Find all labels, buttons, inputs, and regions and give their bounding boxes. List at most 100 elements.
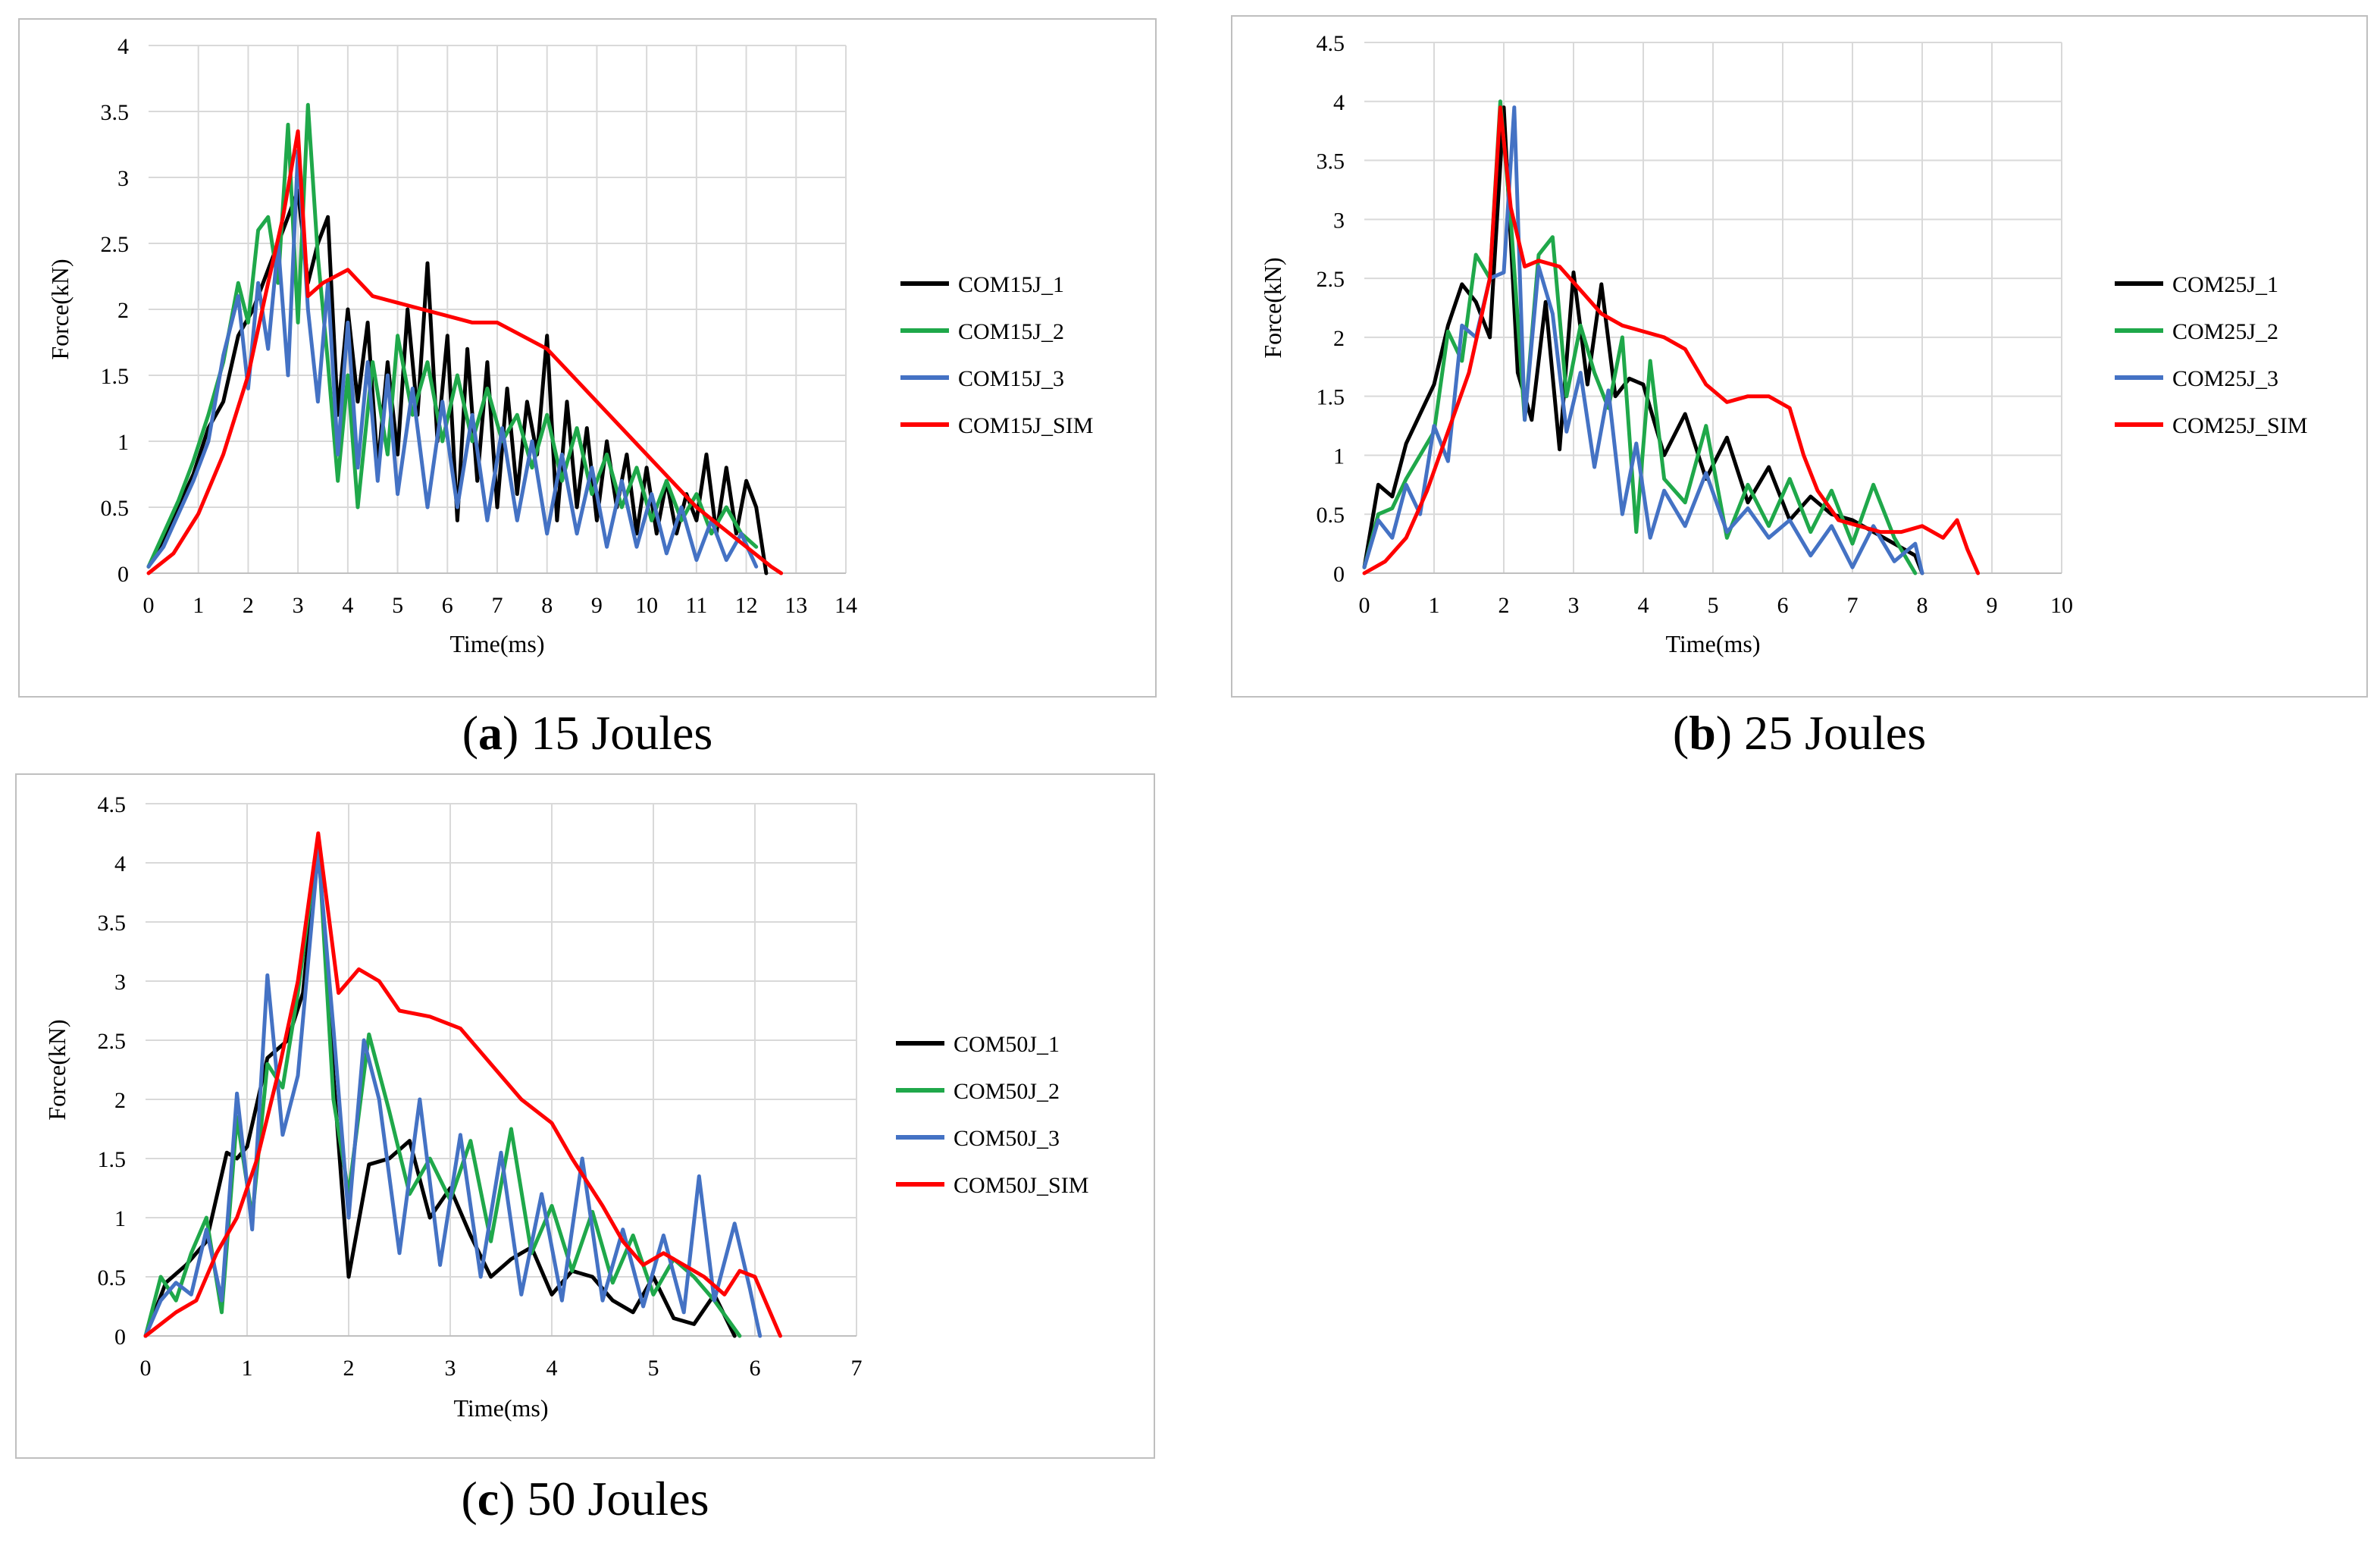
y-tick-label-b: 1 bbox=[1333, 444, 1345, 469]
y-tick-label-b: 0 bbox=[1333, 562, 1345, 587]
x-tick-label-c: 4 bbox=[546, 1356, 558, 1381]
x-axis-title-c: Time(ms) bbox=[453, 1394, 548, 1422]
x-tick-label-b: 10 bbox=[2050, 593, 2073, 618]
y-tick-label-c: 1.5 bbox=[98, 1147, 127, 1172]
legend-label-b-4: COM25J_SIM bbox=[2172, 413, 2307, 438]
caption-c-text: 50 Joules bbox=[527, 1472, 709, 1525]
x-tick-label-a: 7 bbox=[492, 593, 503, 618]
y-tick-label-c: 1 bbox=[114, 1206, 126, 1231]
y-axis-title-c: Force(kN) bbox=[43, 1019, 70, 1120]
caption-a: (a) 15 Joules bbox=[462, 706, 713, 760]
y-tick-label-a: 3 bbox=[117, 166, 129, 191]
legend-label-a-3: COM15J_3 bbox=[958, 366, 1064, 391]
y-tick-label-b: 1.5 bbox=[1317, 385, 1345, 410]
legend-label-a-1: COM15J_1 bbox=[958, 272, 1064, 297]
x-tick-label-c: 5 bbox=[648, 1356, 659, 1381]
y-tick-label-c: 4.5 bbox=[98, 792, 127, 817]
series-line-b-2 bbox=[1362, 99, 1918, 575]
y-tick-label-a: 2.5 bbox=[101, 232, 130, 257]
x-tick-label-a: 6 bbox=[442, 593, 453, 618]
y-tick-label-a: 4 bbox=[117, 34, 129, 59]
y-tick-label-a: 0.5 bbox=[101, 496, 130, 521]
x-tick-label-a: 14 bbox=[835, 593, 857, 618]
x-tick-label-c: 6 bbox=[750, 1356, 761, 1381]
caption-a-letter: a bbox=[478, 706, 503, 760]
series-line-a-2 bbox=[146, 102, 759, 569]
y-tick-label-c: 3 bbox=[114, 970, 126, 995]
legend-label-c-4: COM50J_SIM bbox=[954, 1173, 1088, 1198]
x-tick-label-a: 11 bbox=[685, 593, 707, 618]
y-axis-title-b: Force(kN) bbox=[1259, 257, 1286, 358]
caption-b: (b) 25 Joules bbox=[1672, 706, 1927, 760]
x-tick-label-a: 9 bbox=[591, 593, 603, 618]
x-tick-label-a: 8 bbox=[541, 593, 553, 618]
x-tick-label-a: 12 bbox=[735, 593, 758, 618]
x-tick-label-c: 7 bbox=[851, 1356, 863, 1381]
caption-b-letter: b bbox=[1689, 706, 1716, 760]
series-line-a-3 bbox=[146, 149, 759, 569]
x-tick-label-b: 3 bbox=[1568, 593, 1580, 618]
y-tick-label-b: 3.5 bbox=[1317, 149, 1345, 174]
x-tick-label-b: 1 bbox=[1429, 593, 1440, 618]
y-tick-label-c: 3.5 bbox=[98, 911, 127, 936]
x-tick-label-c: 1 bbox=[242, 1356, 253, 1381]
series-line-b-3 bbox=[1362, 105, 1924, 575]
series-line-a-4 bbox=[146, 129, 784, 575]
x-axis-title-a: Time(ms) bbox=[449, 630, 544, 657]
x-tick-label-b: 6 bbox=[1777, 593, 1789, 618]
y-tick-label-c: 0.5 bbox=[98, 1265, 127, 1290]
x-tick-label-a: 0 bbox=[143, 593, 155, 618]
x-tick-label-a: 1 bbox=[193, 593, 204, 618]
legend-label-b-2: COM25J_2 bbox=[2172, 319, 2278, 344]
y-tick-label-a: 1.5 bbox=[101, 364, 130, 389]
x-tick-label-a: 13 bbox=[784, 593, 807, 618]
chart-panel-c-frame bbox=[15, 773, 1155, 1459]
legend-label-c-1: COM50J_1 bbox=[954, 1032, 1060, 1057]
legend-label-c-2: COM50J_2 bbox=[954, 1079, 1060, 1104]
series-line-b-1 bbox=[1362, 105, 1924, 575]
x-tick-label-b: 7 bbox=[1847, 593, 1859, 618]
x-tick-label-c: 2 bbox=[343, 1356, 355, 1381]
series-line-b-4 bbox=[1362, 105, 1981, 575]
y-tick-label-b: 2 bbox=[1333, 326, 1345, 351]
y-tick-label-b: 0.5 bbox=[1317, 503, 1345, 528]
y-axis-title-a: Force(kN) bbox=[46, 259, 74, 359]
legend-label-c-3: COM50J_3 bbox=[954, 1126, 1060, 1151]
legend-label-a-4: COM15J_SIM bbox=[958, 413, 1093, 438]
y-tick-label-a: 1 bbox=[117, 430, 129, 455]
caption-c: (c) 50 Joules bbox=[461, 1472, 709, 1525]
caption-a-text: 15 Joules bbox=[531, 706, 713, 760]
y-tick-label-c: 2.5 bbox=[98, 1029, 127, 1054]
x-axis-title-b: Time(ms) bbox=[1665, 630, 1760, 657]
y-tick-label-b: 4.5 bbox=[1317, 31, 1345, 56]
x-tick-label-a: 5 bbox=[392, 593, 403, 618]
x-tick-label-c: 0 bbox=[140, 1356, 152, 1381]
legend-label-b-1: COM25J_1 bbox=[2172, 272, 2278, 297]
x-tick-label-a: 10 bbox=[635, 593, 658, 618]
caption-b-text: 25 Joules bbox=[1744, 706, 1927, 760]
x-tick-label-b: 4 bbox=[1638, 593, 1649, 618]
x-tick-label-a: 4 bbox=[342, 593, 353, 618]
x-tick-label-a: 3 bbox=[293, 593, 304, 618]
legend-label-b-3: COM25J_3 bbox=[2172, 366, 2278, 391]
x-tick-label-b: 8 bbox=[1917, 593, 1928, 618]
legend-label-a-2: COM15J_2 bbox=[958, 319, 1064, 344]
y-tick-label-c: 4 bbox=[114, 851, 126, 876]
y-tick-label-b: 2.5 bbox=[1317, 267, 1345, 292]
x-tick-label-a: 2 bbox=[243, 593, 254, 618]
y-tick-label-a: 2 bbox=[117, 298, 129, 323]
y-tick-label-c: 2 bbox=[114, 1088, 126, 1113]
y-tick-label-b: 4 bbox=[1333, 90, 1345, 115]
series-line-c-4 bbox=[143, 831, 782, 1338]
x-tick-label-b: 9 bbox=[1987, 593, 1998, 618]
x-tick-label-c: 3 bbox=[445, 1356, 456, 1381]
series-line-c-3 bbox=[143, 848, 763, 1338]
y-tick-label-b: 3 bbox=[1333, 208, 1345, 233]
chart-panel-b-frame bbox=[1231, 15, 2368, 698]
y-tick-label-a: 3.5 bbox=[101, 100, 130, 125]
chart-panel-a-frame bbox=[18, 18, 1157, 698]
x-tick-label-b: 0 bbox=[1359, 593, 1370, 618]
y-tick-label-c: 0 bbox=[114, 1325, 126, 1350]
y-tick-label-a: 0 bbox=[117, 562, 129, 587]
